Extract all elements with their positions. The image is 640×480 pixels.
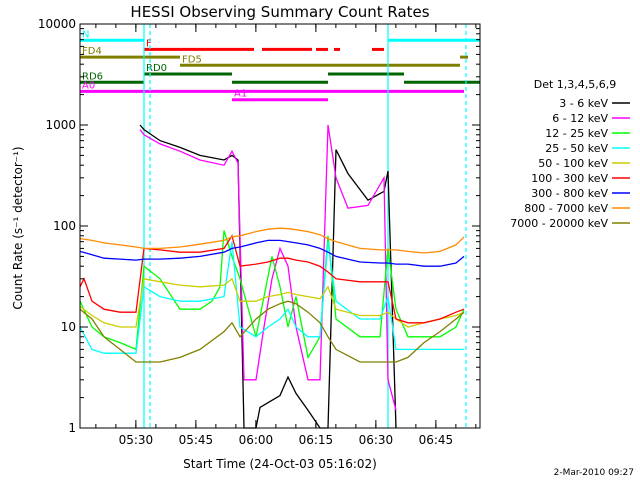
x-tick-label: 05:30 [119, 433, 154, 447]
chart-title: HESSI Observing Summary Count Rates [130, 3, 429, 21]
series-line [79, 234, 465, 324]
legend-label: 300 - 800 keV [531, 187, 608, 200]
series-line [79, 239, 465, 267]
x-tick-label: 05:45 [179, 433, 214, 447]
legend-label: 3 - 6 keV [559, 97, 608, 110]
x-axis-label: Start Time (24-Oct-03 05:16:02) [183, 457, 377, 471]
state-bar-label: RD6 [82, 71, 103, 82]
state-bar-label: N [82, 29, 89, 40]
x-tick-label: 06:30 [359, 433, 394, 447]
state-bar-label: A0 [82, 80, 95, 91]
legend-label: 100 - 300 keV [531, 172, 608, 185]
series-line [79, 227, 465, 254]
state-bar-label: RD0 [146, 63, 167, 74]
y-axis-label: Count Rate (s⁻¹ detector⁻¹) [11, 146, 25, 309]
state-bar-label: FD4 [82, 46, 102, 57]
legend-label: 12 - 25 keV [545, 127, 608, 140]
x-tick-label: 06:45 [419, 433, 454, 447]
y-tick-label: 10 [61, 320, 76, 334]
series-line [139, 124, 397, 429]
legend-label: 6 - 12 keV [552, 112, 608, 125]
legend-label: 800 - 7000 keV [524, 202, 608, 215]
x-tick-label: 06:00 [239, 433, 274, 447]
legend-label: 25 - 50 keV [545, 142, 608, 155]
y-tick-label: 10000 [38, 17, 76, 31]
state-bar-label: A1 [234, 89, 247, 100]
legend-title: Det 1,3,4,5,6,9 [534, 78, 617, 91]
series-line [139, 124, 397, 411]
series-line [79, 277, 465, 328]
state-bar-label: F [146, 38, 152, 49]
series-line [79, 300, 465, 363]
footer-date: 2-Mar-2010 09:27 [553, 468, 634, 478]
legend-label: 50 - 100 keV [538, 157, 608, 170]
series-line [79, 230, 465, 360]
x-tick-label: 06:15 [299, 433, 334, 447]
plot-axes: 1 10 100 1000 10000 05:30 05:45 06:00 06:15 06:30… [38, 17, 481, 447]
legend: Det 1,3,4,5,6,9 3 - 6 keV 6 - 12 keV 12 - … [510, 78, 630, 230]
plot-frame [79, 23, 481, 429]
legend-label: 7000 - 20000 keV [510, 217, 608, 230]
y-tick-label: 1 [68, 421, 76, 435]
series-line [79, 241, 464, 354]
y-tick-label: 100 [53, 219, 76, 233]
y-tick-label: 1000 [45, 118, 76, 132]
state-bar-label: FD5 [182, 54, 202, 65]
plot-data [79, 24, 467, 429]
